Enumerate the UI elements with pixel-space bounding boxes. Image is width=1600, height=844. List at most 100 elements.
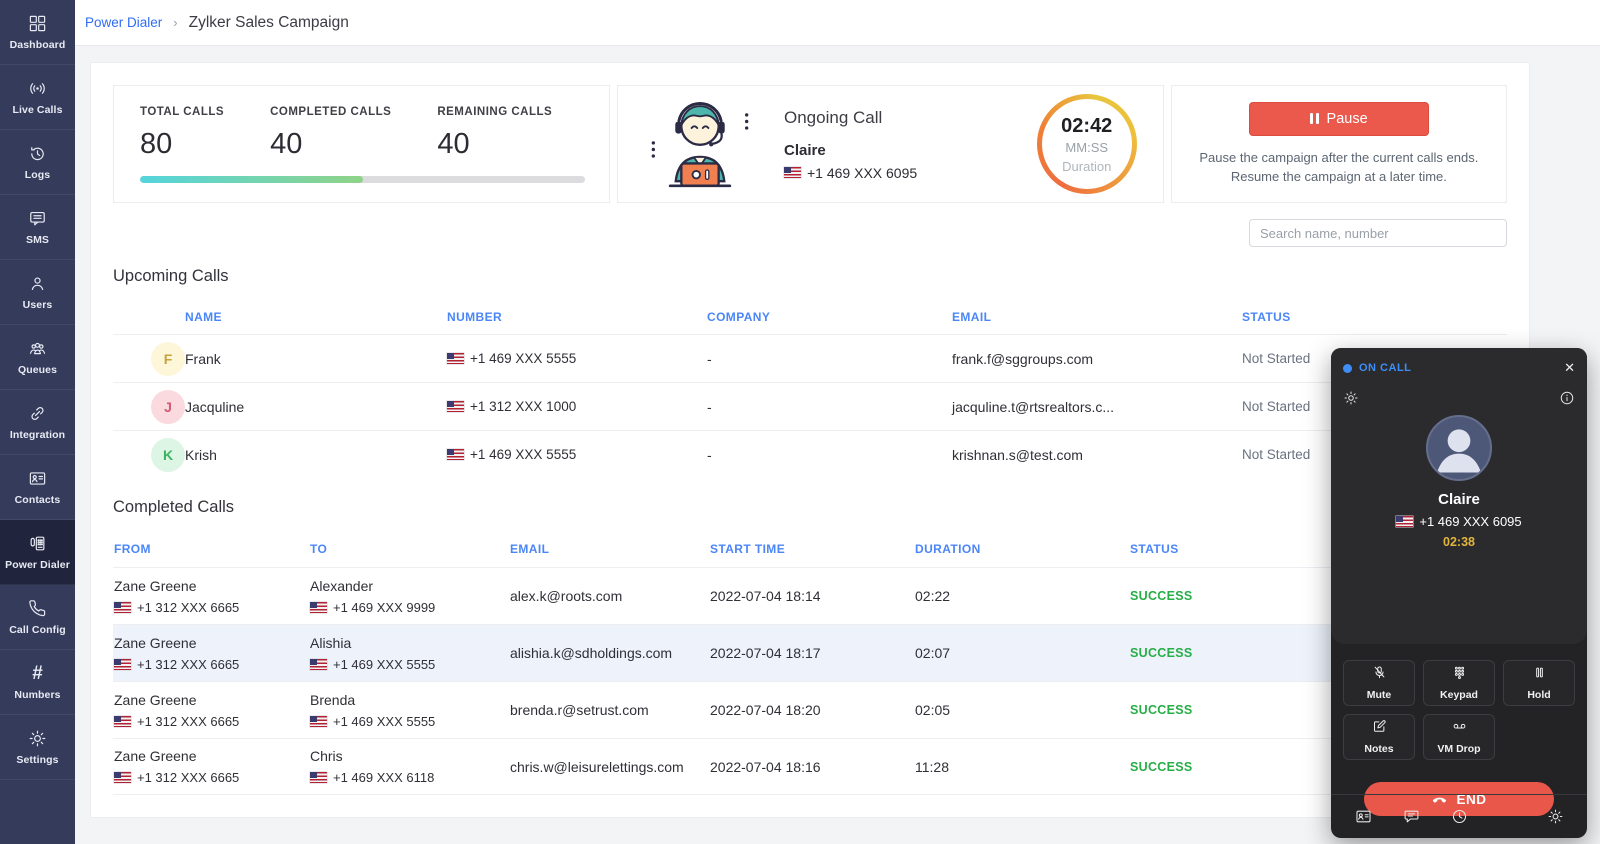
widget-settings-icon[interactable]	[1343, 390, 1359, 411]
sidebar-item-settings[interactable]: Settings	[0, 715, 75, 780]
sidebar-item-contacts[interactable]: Contacts	[0, 455, 75, 520]
to-party: Alishia+1 469 XXX 5555	[310, 635, 510, 672]
contact-company: -	[707, 351, 952, 367]
sidebar-item-label: Settings	[16, 754, 58, 766]
sidebar-item-power-dialer[interactable]: Power Dialer	[0, 520, 75, 585]
notes-icon	[1372, 719, 1387, 739]
sidebar-item-label: Integration	[10, 429, 65, 441]
contact-company: -	[707, 399, 952, 415]
queues-icon	[28, 339, 47, 359]
history-icon[interactable]	[1451, 808, 1468, 825]
contact-email: frank.f@sggroups.com	[952, 351, 1242, 367]
call-duration-value: 02:42	[1061, 115, 1112, 138]
stat-remaining-calls: REMAINING CALLS 40	[437, 106, 552, 161]
info-icon[interactable]	[1559, 390, 1575, 411]
call-duration-ring: 02:42 MM:SS Duration	[1037, 94, 1137, 194]
call-stats-card: TOTAL CALLS 80 COMPLETED CALLS 40 REMAIN…	[113, 85, 610, 203]
contact-name: Krish	[185, 447, 447, 463]
notes-button[interactable]: Notes	[1343, 714, 1415, 760]
us-flag-icon	[1396, 516, 1413, 527]
upcoming-calls-title: Upcoming Calls	[113, 267, 1507, 286]
dialpad-icon[interactable]	[1499, 808, 1516, 825]
power-dialer-icon	[28, 534, 47, 554]
sidebar-item-label: Power Dialer	[5, 559, 70, 571]
logs-icon	[28, 144, 47, 164]
ongoing-caller-number: +1 469 XXX 6095	[784, 165, 917, 181]
chat-icon[interactable]	[1403, 808, 1420, 825]
contact-email: jacquline.t@rtsrealtors.c...	[952, 399, 1242, 415]
breadcrumb-chevron-icon: ›	[173, 15, 177, 30]
integration-icon	[28, 404, 47, 424]
users-icon	[28, 274, 47, 294]
completed-call-row[interactable]: Zane Greene+1 312 XXX 6665 Alishia+1 469…	[113, 624, 1507, 681]
caller-avatar	[1426, 415, 1492, 481]
us-flag-icon	[310, 602, 327, 613]
settings-icon	[28, 729, 47, 749]
sidebar-item-call-config[interactable]: Call Config	[0, 585, 75, 650]
contacts-icon	[28, 469, 47, 489]
sidebar-item-integration[interactable]: Integration	[0, 390, 75, 455]
column-header-name: NAME	[185, 310, 447, 324]
hold-icon	[1532, 665, 1547, 685]
sms-icon	[28, 209, 47, 229]
to-party: Alexander+1 469 XXX 9999	[310, 578, 510, 615]
contact-email: krishnan.s@test.com	[952, 447, 1242, 463]
contact-avatar: F	[151, 342, 185, 376]
settings-icon[interactable]	[1547, 808, 1564, 825]
us-flag-icon	[310, 716, 327, 727]
us-flag-icon	[114, 659, 131, 670]
completed-call-row[interactable]: Zane Greene+1 312 XXX 6665 Brenda+1 469 …	[113, 681, 1507, 738]
column-header-email: EMAIL	[510, 542, 710, 556]
sidebar-item-users[interactable]: Users	[0, 260, 75, 325]
upcoming-call-row[interactable]: F Frank +1 469 XXX 5555 - frank.f@sggrou…	[113, 334, 1507, 382]
call-config-icon	[28, 599, 47, 619]
stat-label: REMAINING CALLS	[437, 106, 552, 118]
breadcrumb-parent-link[interactable]: Power Dialer	[85, 15, 162, 30]
call-start-time: 2022-07-04 18:20	[710, 702, 915, 718]
sidebar-item-dashboard[interactable]: Dashboard	[0, 0, 75, 65]
widget-call-timer: 02:38	[1331, 535, 1587, 549]
from-party: Zane Greene+1 312 XXX 6665	[114, 692, 310, 729]
column-header-duration: DURATION	[915, 542, 1130, 556]
upcoming-calls-header: NAME NUMBER COMPANY EMAIL STATUS	[113, 300, 1507, 334]
upcoming-call-row[interactable]: K Krish +1 469 XXX 5555 - krishnan.s@tes…	[113, 430, 1507, 478]
dashboard-icon	[28, 14, 47, 34]
call-duration: 02:05	[915, 702, 1130, 718]
close-icon[interactable]: ✕	[1564, 360, 1575, 376]
sidebar: Dashboard Live Calls Logs SMS Users Queu…	[0, 0, 75, 844]
mute-button[interactable]: Mute	[1343, 660, 1415, 706]
keypad-button[interactable]: Keypad	[1423, 660, 1495, 706]
sidebar-item-label: Contacts	[15, 494, 61, 506]
contact-name: Frank	[185, 351, 447, 367]
stat-label: COMPLETED CALLS	[270, 106, 391, 118]
vm-drop-button[interactable]: VM Drop	[1423, 714, 1495, 760]
us-flag-icon	[310, 772, 327, 783]
stat-label: TOTAL CALLS	[140, 106, 224, 118]
sidebar-item-numbers[interactable]: # Numbers	[0, 650, 75, 715]
us-flag-icon	[784, 167, 801, 178]
pause-description: Pause the campaign after the current cal…	[1199, 149, 1478, 187]
hold-button[interactable]: Hold	[1503, 660, 1575, 706]
contact-number: +1 469 XXX 5555	[447, 351, 707, 366]
progress-fill	[140, 176, 363, 183]
sidebar-item-sms[interactable]: SMS	[0, 195, 75, 260]
completed-call-row[interactable]: Zane Greene+1 312 XXX 6665 Alexander+1 4…	[113, 567, 1507, 624]
sidebar-item-label: Logs	[25, 169, 50, 181]
sidebar-item-label: Dashboard	[10, 39, 66, 51]
sidebar-item-logs[interactable]: Logs	[0, 130, 75, 195]
breadcrumb-current: Zylker Sales Campaign	[189, 14, 349, 32]
sidebar-item-queues[interactable]: Queues	[0, 325, 75, 390]
contact-card-icon[interactable]	[1355, 808, 1372, 825]
pause-button[interactable]: Pause	[1249, 102, 1429, 136]
column-header-start-time: START TIME	[710, 542, 915, 556]
keypad-icon	[1452, 665, 1467, 685]
us-flag-icon	[114, 772, 131, 783]
contact-avatar: J	[151, 390, 185, 424]
call-start-time: 2022-07-04 18:17	[710, 645, 915, 661]
search-input[interactable]	[1249, 219, 1507, 247]
sidebar-item-live-calls[interactable]: Live Calls	[0, 65, 75, 130]
upcoming-call-row[interactable]: J Jacquline +1 312 XXX 1000 - jacquline.…	[113, 382, 1507, 430]
completed-call-row[interactable]: Zane Greene+1 312 XXX 6665 Chris+1 469 X…	[113, 738, 1507, 795]
column-header-status: STATUS	[1242, 310, 1507, 324]
live-calls-icon	[28, 79, 47, 99]
